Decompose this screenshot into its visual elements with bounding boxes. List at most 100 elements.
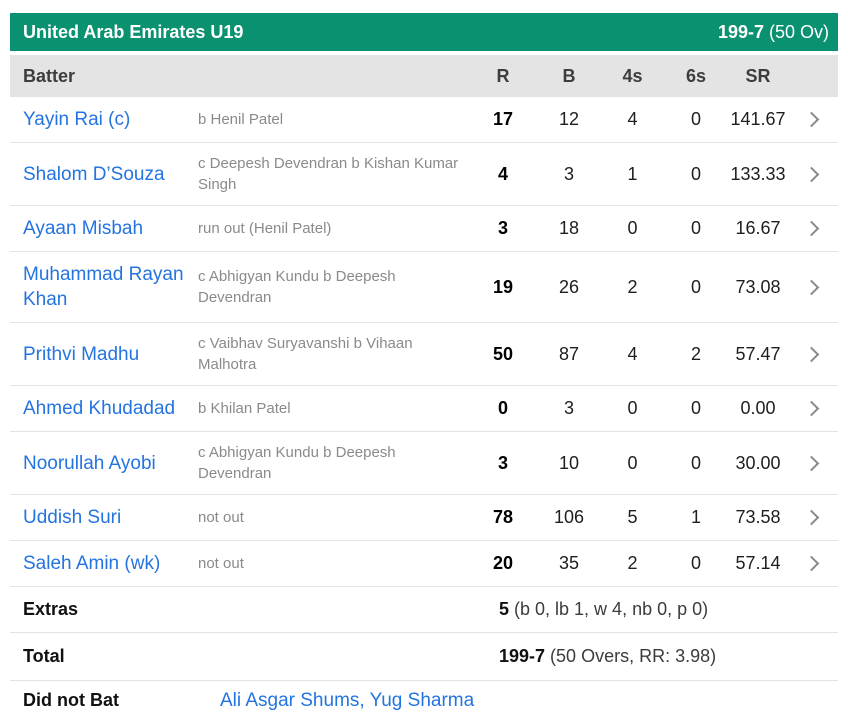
batter-name-link[interactable]: Muhammad Rayan Khan — [23, 264, 184, 310]
sixes-value: 0 — [690, 109, 701, 129]
col-header-fours: 4s — [622, 65, 643, 86]
balls-value: 26 — [558, 276, 580, 297]
total-detail: (50 Overs, RR: 3.98) — [550, 646, 717, 666]
chevron-right-icon[interactable] — [788, 555, 838, 572]
batter-row[interactable]: Muhammad Rayan Khan c Abhigyan Kundu b D… — [10, 251, 838, 322]
balls-value: 3 — [563, 163, 574, 184]
strike-rate-value: 73.58 — [735, 507, 781, 527]
col-header-strike-rate: SR — [745, 65, 771, 86]
strike-rate-value: 133.33 — [730, 163, 786, 184]
dismissal-text: run out (Henil Patel) — [198, 220, 332, 237]
batter-name-link[interactable]: Shalom D’Souza — [23, 163, 165, 185]
team-score: 199-7 (50 Ov) — [718, 22, 829, 43]
runs-value: 19 — [492, 276, 514, 297]
total-score: 199-7 — [499, 646, 546, 666]
strike-rate-value: 141.67 — [730, 109, 786, 129]
balls-value: 10 — [558, 452, 580, 473]
batter-row[interactable]: Prithvi Madhu c Vaibhav Suryavanshi b Vi… — [10, 322, 838, 385]
strike-rate-value: 0.00 — [740, 398, 776, 418]
fours-value: 4 — [627, 109, 638, 129]
batter-row[interactable]: Saleh Amin (wk) not out 20 35 2 0 57.14 — [10, 540, 838, 586]
sixes-value: 0 — [690, 218, 701, 238]
dismissal-text: b Henil Patel — [198, 111, 284, 128]
extras-value: 5 (b 0, lb 1, w 4, nb 0, p 0) — [499, 599, 708, 620]
total-label: Total — [23, 646, 65, 666]
team-score-overs: (50 Ov) — [768, 21, 829, 42]
batter-row[interactable]: Yayin Rai (c) b Henil Patel 17 12 4 0 14… — [10, 97, 838, 142]
strike-rate-value: 73.08 — [735, 276, 781, 297]
runs-value: 3 — [497, 452, 508, 473]
balls-value: 3 — [563, 398, 574, 418]
chevron-right-icon[interactable] — [788, 455, 838, 471]
runs-value: 50 — [492, 343, 514, 364]
runs-value: 17 — [492, 109, 514, 129]
fours-value: 2 — [627, 276, 638, 297]
sixes-value: 0 — [690, 398, 701, 418]
batter-row[interactable]: Ahmed Khudadad b Khilan Patel 0 3 0 0 0.… — [10, 385, 838, 431]
team-name: United Arab Emirates U19 — [23, 21, 244, 42]
runs-value: 4 — [497, 163, 508, 184]
extras-detail: (b 0, lb 1, w 4, nb 0, p 0) — [514, 599, 709, 619]
batter-row[interactable]: Ayaan Misbah run out (Henil Patel) 3 18 … — [10, 205, 838, 251]
chevron-right-icon[interactable] — [788, 279, 838, 295]
batter-name-link[interactable]: Saleh Amin (wk) — [23, 553, 161, 574]
did-not-bat-players[interactable]: Ali Asgar Shums, Yug Sharma — [220, 689, 475, 711]
scorecard: United Arab Emirates U19 199-7 (50 Ov) Ba… — [10, 13, 838, 720]
runs-value: 0 — [497, 398, 508, 418]
batter-name-link[interactable]: Prithvi Madhu — [23, 343, 140, 365]
balls-value: 12 — [558, 109, 580, 129]
runs-value: 3 — [497, 218, 508, 238]
extras-label: Extras — [23, 599, 79, 619]
fours-value: 0 — [627, 398, 638, 418]
chevron-right-icon[interactable] — [788, 166, 838, 182]
dismissal-text: c Abhigyan Kundu b Deepesh Devendran — [198, 268, 396, 306]
batter-row[interactable]: Noorullah Ayobi c Abhigyan Kundu b Deepe… — [10, 431, 838, 494]
dismissal-text: not out — [198, 555, 244, 572]
fours-value: 4 — [627, 343, 638, 364]
balls-value: 35 — [558, 553, 580, 573]
dismissal-text: c Vaibhav Suryavanshi b Vihaan Malhotra — [198, 335, 413, 373]
batter-name-link[interactable]: Ahmed Khudadad — [23, 398, 176, 419]
total-row: Total 199-7 (50 Overs, RR: 3.98) — [10, 632, 838, 680]
batter-name-link[interactable]: Noorullah Ayobi — [23, 452, 156, 474]
batter-row[interactable]: Shalom D’Souza c Deepesh Devendran b Kis… — [10, 142, 838, 205]
balls-value: 106 — [553, 507, 585, 527]
col-header-runs: R — [496, 65, 510, 86]
extras-runs: 5 — [499, 599, 510, 619]
batter-row[interactable]: Uddish Suri not out 78 106 5 1 73.58 — [10, 494, 838, 540]
chevron-right-icon[interactable] — [788, 220, 838, 237]
chevron-right-icon[interactable] — [788, 400, 838, 417]
extras-row: Extras 5 (b 0, lb 1, w 4, nb 0, p 0) — [10, 586, 838, 632]
runs-value: 20 — [492, 553, 514, 573]
fours-value: 2 — [627, 553, 638, 573]
strike-rate-value: 57.14 — [735, 553, 781, 573]
fours-value: 5 — [627, 507, 638, 527]
column-header-row: Batter R B 4s 6s SR — [10, 55, 838, 97]
dismissal-text: not out — [198, 509, 244, 526]
balls-value: 18 — [558, 218, 580, 238]
col-header-batter: Batter — [23, 65, 76, 86]
fours-value: 0 — [627, 218, 638, 238]
did-not-bat-row: Did not Bat Ali Asgar Shums, Yug Sharma — [10, 680, 838, 720]
chevron-right-icon[interactable] — [788, 346, 838, 362]
batter-name-link[interactable]: Yayin Rai (c) — [23, 109, 131, 130]
dismissal-text: c Deepesh Devendran b Kishan Kumar Singh — [198, 155, 459, 193]
col-header-sixes: 6s — [685, 65, 707, 86]
did-not-bat-label: Did not Bat — [23, 690, 119, 710]
total-value: 199-7 (50 Overs, RR: 3.98) — [499, 646, 716, 667]
col-header-balls: B — [562, 65, 576, 86]
runs-value: 78 — [492, 507, 514, 527]
team-score-header: United Arab Emirates U19 199-7 (50 Ov) — [10, 13, 838, 51]
strike-rate-value: 16.67 — [735, 218, 781, 238]
chevron-right-icon[interactable] — [788, 111, 838, 128]
sixes-value: 0 — [690, 553, 701, 573]
team-score-runs: 199-7 — [717, 21, 764, 42]
balls-value: 87 — [558, 343, 580, 364]
fours-value: 0 — [627, 452, 638, 473]
strike-rate-value: 57.47 — [735, 343, 781, 364]
batter-name-link[interactable]: Ayaan Misbah — [23, 218, 144, 239]
dismissal-text: b Khilan Patel — [198, 400, 291, 417]
sixes-value: 2 — [690, 343, 701, 364]
chevron-right-icon[interactable] — [788, 509, 838, 526]
batter-name-link[interactable]: Uddish Suri — [23, 507, 122, 528]
